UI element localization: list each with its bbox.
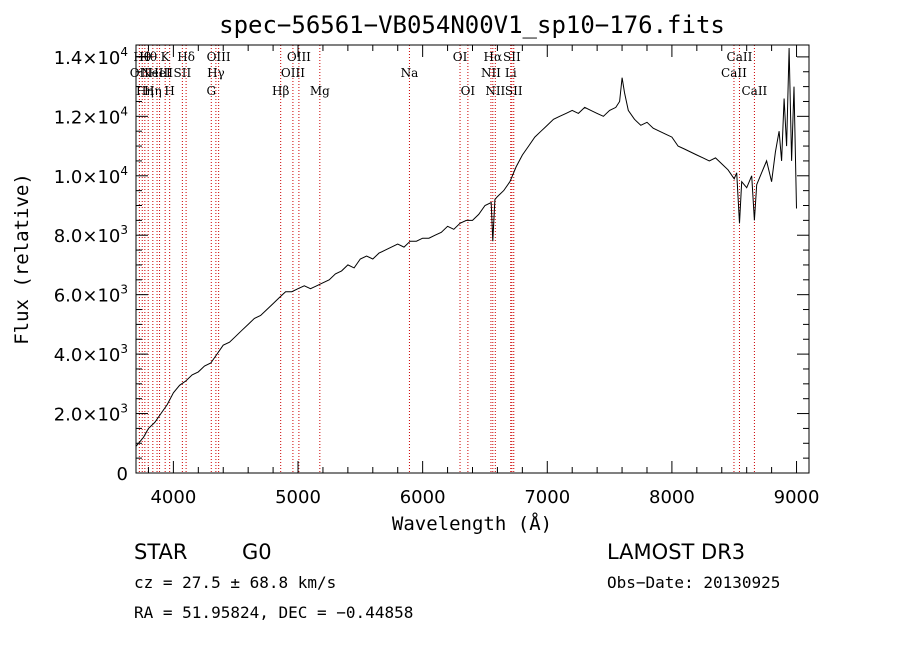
emission-line-label: Li	[505, 66, 517, 80]
emission-line-label: Hη	[136, 84, 154, 98]
coordinates: RA = 51.95824, DEC = −0.44858	[134, 603, 414, 622]
x-tick-label: 8000	[649, 487, 695, 508]
emission-line-label: Hη	[144, 84, 162, 98]
y-tick-exponent: 4	[120, 164, 128, 178]
y-tick-label: 1.2×104	[54, 104, 128, 128]
y-tick-exponent: 3	[120, 283, 128, 297]
y-tick-mantissa: 4.0×10	[54, 345, 121, 366]
emission-line-label: Hγ	[207, 66, 225, 80]
y-tick-mantissa: 1.0×10	[54, 167, 121, 188]
y-tick-mantissa: 8.0×10	[54, 226, 121, 247]
emission-line-label: Hβ	[272, 84, 289, 98]
emission-line-label: NeIII	[141, 66, 173, 80]
y-tick-label: 0	[117, 464, 128, 485]
emission-line-label: OIII	[281, 66, 305, 80]
survey-name: LAMOST DR3	[607, 540, 746, 564]
obs-date: Obs−Date: 20130925	[607, 573, 781, 592]
y-tick-mantissa: 6.0×10	[54, 286, 121, 307]
emission-line-label: SII	[505, 84, 523, 98]
emission-line-label: SII	[174, 66, 192, 80]
chart-title: spec−56561−VB054N00V1_sp10−176.fits	[219, 11, 725, 39]
y-tick-label: 8.0×103	[54, 223, 128, 247]
x-tick-label: 5000	[275, 487, 321, 508]
emission-line-label: K	[161, 50, 171, 64]
emission-line-label: OIII	[287, 50, 311, 64]
emission-line-label: CaII	[741, 84, 767, 98]
y-tick-mantissa: 1.2×10	[54, 107, 121, 128]
emission-line-label: SII	[503, 50, 521, 64]
y-tick-exponent: 3	[120, 402, 128, 416]
y-tick-exponent: 3	[120, 223, 128, 237]
emission-line-label: Hθ	[139, 50, 157, 64]
emission-line-label: HeI	[148, 66, 171, 80]
y-tick-mantissa: 1.4×10	[54, 48, 121, 69]
spectral-subclass: G0	[242, 540, 272, 564]
object-type: STAR	[134, 540, 188, 564]
y-tick-label: 1.0×104	[54, 164, 128, 188]
y-tick-label: 6.0×103	[54, 283, 128, 307]
emission-line-labels: OIIHθHηHθHηNeIIIHeIKHSIIHδGHγOIIIHβOIIIO…	[130, 50, 768, 98]
plot-frame	[135, 44, 810, 474]
spectrum-line	[135, 47, 797, 447]
y-tick-exponent: 4	[120, 104, 128, 118]
emission-line-label: OI	[461, 84, 476, 98]
x-axis-label: Wavelength (Å)	[392, 512, 552, 535]
emission-line-label: H	[164, 84, 174, 98]
y-tick-label: 4.0×103	[54, 342, 128, 366]
emission-line-markers	[138, 45, 755, 473]
emission-line-label: Na	[401, 66, 419, 80]
emission-line-label: CaII	[721, 66, 747, 80]
emission-line-label: Mg	[310, 84, 330, 98]
redshift-text: cz = 27.5 ± 68.8 km/s	[134, 573, 337, 592]
y-tick-exponent: 3	[120, 342, 128, 356]
x-tick-label: 7000	[524, 487, 570, 508]
x-tick-labels: 4000 5000 6000 7000 8000 9000	[150, 487, 819, 508]
y-axis-label: Flux (relative)	[11, 173, 33, 345]
emission-line-label: NII	[481, 66, 501, 80]
y-tick-mantissa: 2.0×10	[54, 405, 121, 426]
y-tick-labels: 02.0×1034.0×1036.0×1038.0×1031.0×1041.2×…	[54, 45, 128, 485]
emission-line-label: CaII	[727, 50, 753, 64]
x-tick-label: 4000	[150, 487, 196, 508]
y-tick-mantissa: 0	[117, 464, 128, 485]
y-tick-exponent: 4	[120, 45, 128, 59]
y-tick-label: 2.0×103	[54, 402, 128, 426]
emission-line-label: OIII	[207, 50, 231, 64]
emission-line-label: G	[206, 84, 216, 98]
emission-line-label: OII	[130, 66, 150, 80]
axis-ticks	[136, 45, 809, 474]
x-tick-label: 6000	[400, 487, 446, 508]
x-tick-label: 9000	[774, 487, 820, 508]
emission-line-label: Hδ	[177, 50, 195, 64]
y-tick-label: 1.4×104	[54, 45, 128, 69]
emission-line-label: OI	[453, 50, 468, 64]
emission-line-label: Hα	[484, 50, 503, 64]
emission-line-label: NII	[485, 84, 505, 98]
